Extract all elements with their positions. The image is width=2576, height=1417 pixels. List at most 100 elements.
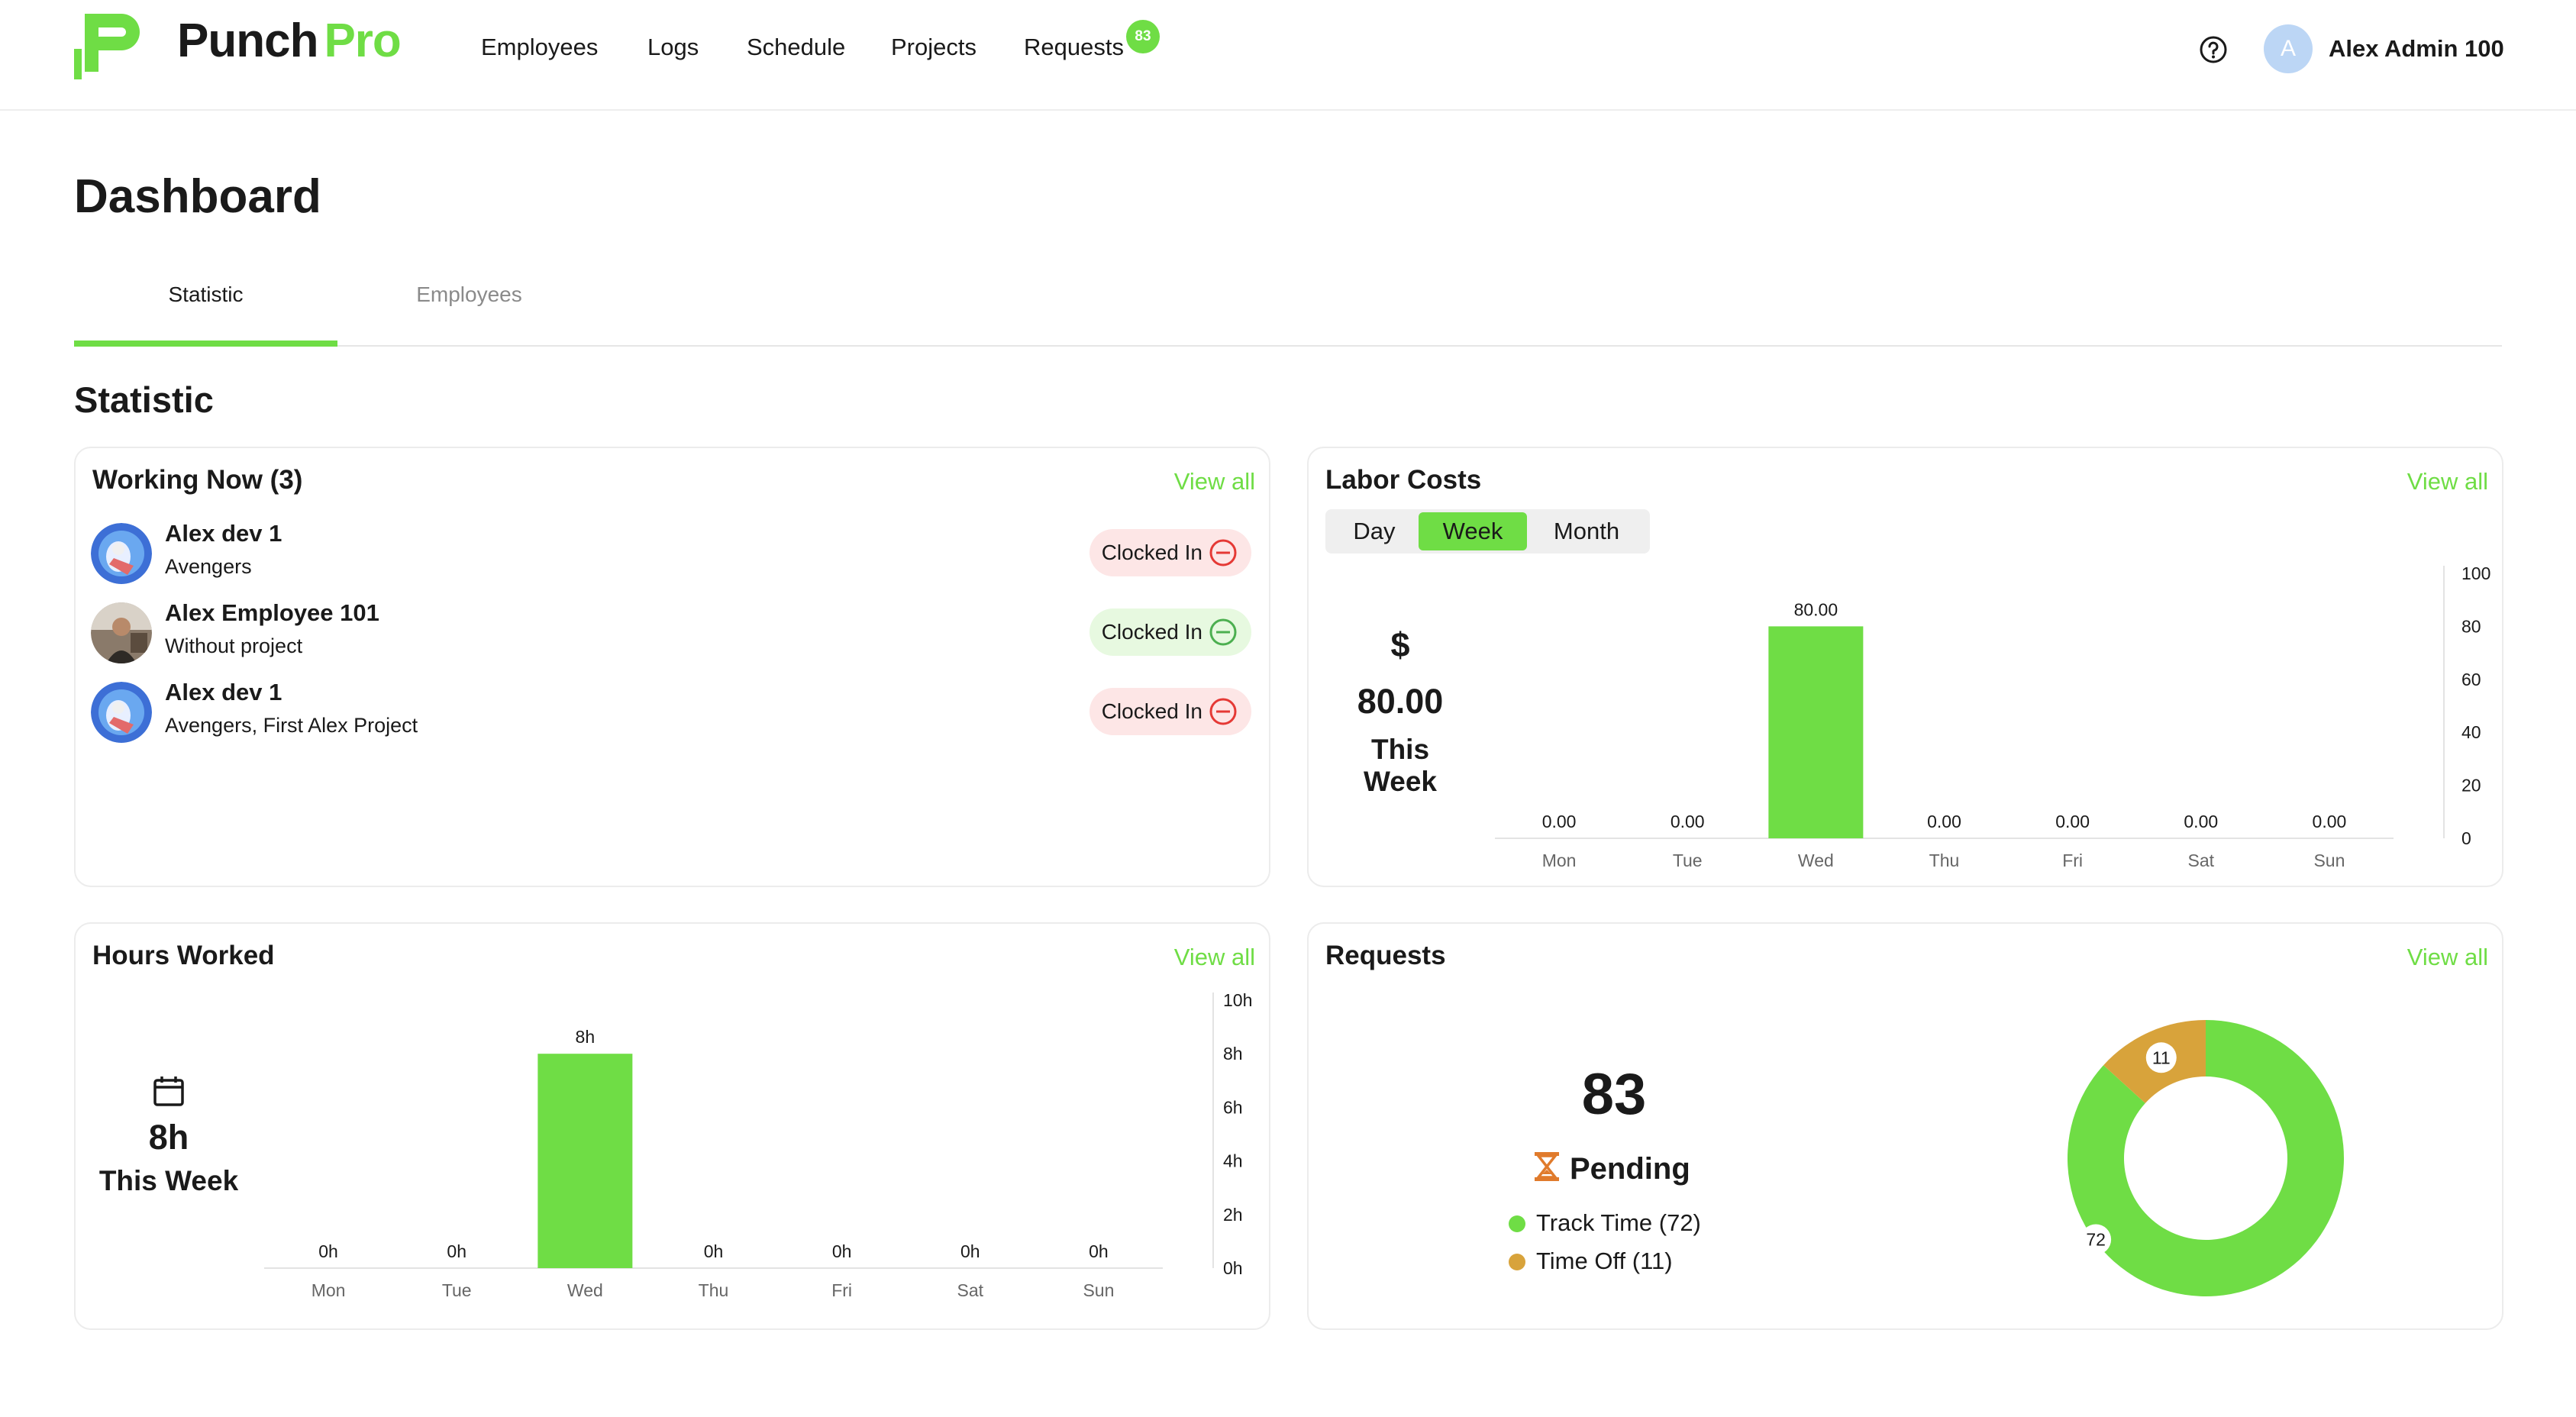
requests-count-badge: 83: [1126, 20, 1160, 53]
bar-value-label: 0.00: [1927, 812, 1961, 831]
bar-value-label: 8h: [576, 1027, 596, 1047]
labor-total-label: This Week: [1364, 734, 1437, 797]
employee-name: Alex dev 1: [165, 520, 282, 547]
bar-value-label: 0h: [447, 1241, 466, 1261]
y-tick-label: 4h: [1223, 1151, 1243, 1171]
clock-out-icon[interactable]: [1209, 618, 1238, 647]
working-now-title: Working Now (3): [92, 465, 303, 495]
y-tick-label: 60: [2461, 670, 2481, 689]
working-now-row[interactable]: Alex dev 1 Avengers, First Alex Project …: [91, 677, 1251, 746]
requests-view-all-link[interactable]: View all: [2407, 944, 2488, 970]
labor-summary: $ 80.00 This Week: [1332, 625, 1469, 798]
bar-value-label: 0.00: [1671, 812, 1705, 831]
clocked-in-status: Clocked In: [1089, 688, 1251, 735]
tab-employees[interactable]: Employees: [416, 282, 522, 306]
labor-costs-card: Labor Costs View all Day Week Month $ 80…: [1307, 447, 2503, 887]
clock-out-icon[interactable]: [1209, 538, 1238, 567]
labor-total: 80.00: [1357, 682, 1444, 721]
employee-project: Without project: [165, 634, 303, 657]
x-tick-label: Wed: [567, 1280, 603, 1300]
y-tick-label: 8h: [1223, 1044, 1243, 1064]
x-tick-label: Sun: [1083, 1280, 1114, 1300]
requests-card: Requests View all 83 Pending Track Time …: [1307, 922, 2503, 1330]
nav-schedule[interactable]: Schedule: [747, 34, 846, 60]
bar-value-label: 0h: [318, 1241, 338, 1261]
hours-total-label: This Week: [98, 1165, 239, 1196]
punchpro-logo-icon[interactable]: [74, 6, 155, 79]
donut-slice[interactable]: [2068, 1020, 2344, 1296]
pending-label: Pending: [1570, 1152, 1690, 1186]
bar-value-label: 0.00: [1542, 812, 1577, 831]
x-tick-label: Sun: [2313, 851, 2345, 870]
help-icon[interactable]: [2199, 35, 2228, 64]
legend-dot: [1509, 1215, 1525, 1232]
y-tick-label: 20: [2461, 776, 2481, 796]
top-bar: Punch Pro Employees Logs Schedule Project…: [0, 0, 2576, 111]
legend-dot: [1509, 1254, 1525, 1270]
x-tick-label: Fri: [831, 1280, 852, 1300]
user-name[interactable]: Alex Admin 100: [2329, 35, 2504, 62]
y-tick-label: 0: [2461, 828, 2471, 848]
hours-worked-title: Hours Worked: [92, 941, 275, 970]
nav-employees[interactable]: Employees: [481, 34, 599, 60]
working-now-card: Working Now (3) View all Alex dev 1 Aven…: [74, 447, 1270, 887]
bar-value-label: 0.00: [2055, 812, 2090, 831]
y-tick-label: 100: [2461, 563, 2490, 583]
brand-name-pro: Pro: [324, 15, 401, 67]
requests-pending: Pending: [1532, 1150, 1690, 1186]
bar-value-label: 0.00: [2313, 812, 2347, 831]
requests-title: Requests: [1325, 941, 1446, 970]
x-tick-label: Sat: [2188, 851, 2215, 870]
clock-out-icon[interactable]: [1209, 697, 1238, 726]
working-now-view-all-link[interactable]: View all: [1173, 468, 1255, 495]
hours-summary: 8h This Week: [92, 1073, 245, 1197]
period-month-button[interactable]: Month: [1553, 518, 1620, 544]
y-tick-label: 0h: [1223, 1258, 1243, 1278]
brand-name[interactable]: Punch Pro: [177, 14, 402, 68]
x-tick-label: Thu: [1929, 851, 1960, 870]
nav-projects[interactable]: Projects: [891, 34, 976, 60]
employee-avatar: [91, 682, 152, 743]
x-tick-label: Mon: [312, 1280, 346, 1300]
working-now-row[interactable]: Alex dev 1 Avengers Clocked In: [91, 518, 1251, 587]
employee-project: Avengers, First Alex Project: [165, 714, 418, 737]
y-tick-label: 10h: [1223, 990, 1252, 1010]
y-tick-label: 2h: [1223, 1205, 1243, 1225]
employee-name: Alex dev 1: [165, 679, 282, 705]
slice-label-bg: [2145, 1042, 2177, 1073]
clocked-in-status: Clocked In: [1089, 529, 1251, 576]
tab-statistic[interactable]: Statistic: [168, 282, 244, 306]
requests-donut-chart: 72 11: [2068, 1020, 2344, 1296]
working-now-row[interactable]: Alex Employee 101 Without project Clocke…: [91, 598, 1251, 667]
clocked-in-label: Clocked In: [1101, 541, 1202, 564]
y-tick-label: 6h: [1223, 1097, 1243, 1117]
period-week-button[interactable]: Week: [1419, 512, 1527, 550]
user-avatar[interactable]: A: [2264, 24, 2313, 73]
employee-name: Alex Employee 101: [165, 599, 379, 626]
hours-worked-view-all-link[interactable]: View all: [1173, 944, 1255, 970]
labor-costs-view-all-link[interactable]: View all: [2407, 468, 2488, 495]
clocked-in-label: Clocked In: [1101, 620, 1202, 644]
period-selector: Day Week Month: [1325, 509, 1650, 554]
bar[interactable]: [1768, 626, 1864, 838]
slice-value-label: 72: [2086, 1229, 2106, 1249]
legend-track-time: Track Time (72): [1509, 1209, 1701, 1237]
period-day-button[interactable]: Day: [1353, 518, 1396, 544]
x-tick-label: Tue: [442, 1280, 472, 1300]
hours-total: 8h: [148, 1118, 189, 1157]
labor-costs-title: Labor Costs: [1325, 465, 1482, 495]
hourglass-icon: [1535, 1152, 1559, 1181]
active-tab-indicator: [74, 341, 337, 347]
clocked-in-label: Clocked In: [1101, 699, 1202, 723]
calendar-icon: [153, 1076, 184, 1106]
labor-costs-chart: 0 20 40 60 80 100 0.00 Mon 0.00 Tue 80.00 Wed 0.00 Th…: [1495, 563, 2490, 870]
hours-worked-card: Hours Worked View all 8h This Week 0h 2h 4…: [74, 922, 1270, 1330]
x-tick-label: Fri: [2062, 851, 2083, 870]
legend-time-off: Time Off (11): [1509, 1248, 1673, 1275]
y-tick-label: 80: [2461, 616, 2481, 636]
bar-value-label: 0h: [960, 1241, 980, 1261]
bar[interactable]: [537, 1054, 633, 1268]
nav-logs[interactable]: Logs: [647, 34, 699, 60]
page-title: Dashboard: [74, 170, 321, 223]
nav-requests[interactable]: Requests: [1024, 34, 1124, 60]
